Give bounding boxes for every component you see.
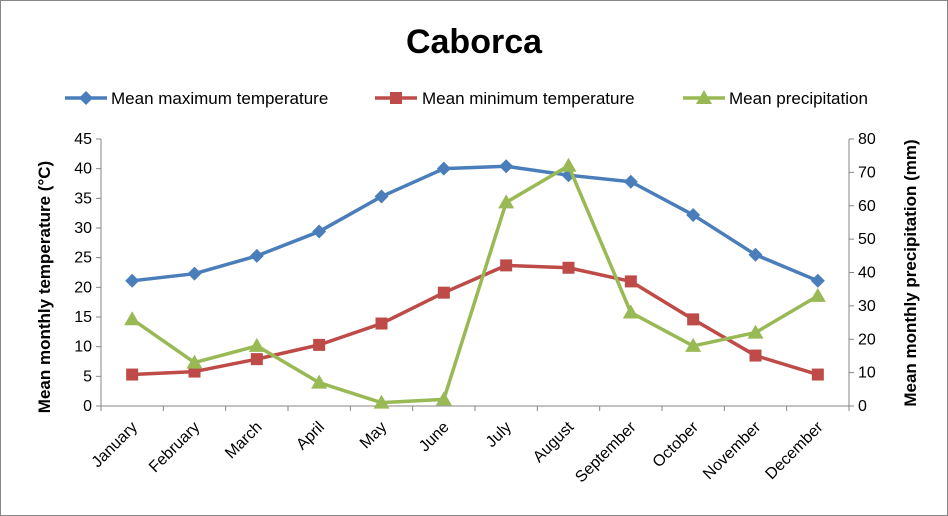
y2-tick-label: 10 xyxy=(858,365,876,382)
y-tick-label: 35 xyxy=(74,190,92,207)
data-point-diamond xyxy=(249,248,264,263)
data-point-square xyxy=(500,259,513,272)
data-point-square xyxy=(437,286,450,299)
x-tick-label: July xyxy=(483,419,515,451)
series-square xyxy=(126,259,824,381)
y-tick-label: 10 xyxy=(74,339,92,356)
y-axis-title: Mean monthly temperature (°C) xyxy=(35,161,54,413)
x-tick-label: February xyxy=(146,419,203,476)
data-point-square xyxy=(687,313,700,326)
data-point-square xyxy=(749,349,762,362)
legend-label: Mean precipitation xyxy=(729,89,868,108)
data-point-diamond xyxy=(623,174,638,189)
data-point-triangle xyxy=(696,90,712,104)
data-point-diamond xyxy=(187,266,202,281)
data-point-triangle xyxy=(685,337,702,352)
legend-label: Mean minimum temperature xyxy=(422,89,635,108)
data-point-square xyxy=(313,338,326,351)
data-point-square xyxy=(250,353,263,366)
data-point-triangle xyxy=(435,391,452,406)
x-tick-label: June xyxy=(416,419,453,456)
y2-tick-label: 20 xyxy=(858,331,876,348)
data-point-square xyxy=(811,368,824,381)
data-point-triangle xyxy=(186,354,203,369)
data-point-square xyxy=(375,317,388,330)
data-point-triangle xyxy=(498,194,515,209)
y2-tick-label: 40 xyxy=(858,265,876,282)
legend: Mean maximum temperature Mean minimum tem… xyxy=(65,89,868,108)
x-tick-label: November xyxy=(700,418,765,483)
legend-label: Mean maximum temperature xyxy=(111,89,328,108)
y-tick-label: 20 xyxy=(74,279,92,296)
series-triangle xyxy=(124,157,826,409)
data-point-diamond xyxy=(499,159,514,174)
chart-title: Caborca xyxy=(406,23,543,61)
y-tick-label: 15 xyxy=(74,309,92,326)
data-point-diamond xyxy=(125,273,140,288)
data-point-diamond xyxy=(748,247,763,262)
y-tick-label: 40 xyxy=(74,161,92,178)
x-tick-label: December xyxy=(762,418,827,483)
data-point-triangle xyxy=(809,287,826,302)
series-line xyxy=(131,164,819,283)
series-diamond xyxy=(125,159,825,288)
legend-item: Mean maximum temperature xyxy=(65,89,328,108)
data-point-diamond xyxy=(312,224,327,239)
y2-tick-label: 80 xyxy=(858,131,876,148)
series-line xyxy=(132,263,819,377)
data-point-triangle xyxy=(560,157,577,172)
y-tick-label: 45 xyxy=(74,131,92,148)
x-tick-label: August xyxy=(530,418,578,466)
data-point-diamond xyxy=(79,91,93,105)
data-point-triangle xyxy=(747,324,764,339)
legend-item: Mean minimum temperature xyxy=(375,89,635,108)
y2-tick-label: 0 xyxy=(858,398,867,415)
y-tick-label: 30 xyxy=(74,220,92,237)
data-point-diamond xyxy=(686,207,701,222)
data-point-square xyxy=(390,92,402,104)
y-tick-label: 25 xyxy=(74,250,92,267)
y2-tick-label: 30 xyxy=(858,298,876,315)
x-tick-label: September xyxy=(572,418,640,486)
x-tick-label: April xyxy=(293,419,328,454)
data-point-triangle xyxy=(248,337,265,352)
data-point-diamond xyxy=(436,161,451,176)
data-point-square xyxy=(624,275,637,288)
x-tick-label: May xyxy=(357,419,390,452)
y2-tick-label: 50 xyxy=(858,231,876,248)
x-tick-label: January xyxy=(89,419,141,471)
legend-item: Mean precipitation xyxy=(683,89,868,108)
series-line xyxy=(131,163,819,405)
y2-axis-title: Mean monthly precipitation (mm) xyxy=(901,139,920,406)
y2-tick-label: 70 xyxy=(858,164,876,181)
y2-tick-label: 60 xyxy=(858,198,876,215)
series-layer xyxy=(124,157,826,409)
data-point-square xyxy=(126,368,139,381)
y-tick-label: 0 xyxy=(83,398,92,415)
data-point-triangle xyxy=(373,394,390,409)
data-point-triangle xyxy=(311,374,328,389)
x-tick-label: October xyxy=(650,418,703,471)
x-tick-label: March xyxy=(222,419,265,462)
y-tick-label: 5 xyxy=(83,368,92,385)
data-point-triangle xyxy=(124,311,141,326)
data-point-diamond xyxy=(374,189,389,204)
data-point-square xyxy=(562,261,575,274)
axes: 0 5 10 15 20 25 30 35 40 45 0 10 20 30 40 50 60 70 80 Janua… xyxy=(74,131,876,486)
data-point-diamond xyxy=(810,273,825,288)
data-point-triangle xyxy=(622,304,639,319)
